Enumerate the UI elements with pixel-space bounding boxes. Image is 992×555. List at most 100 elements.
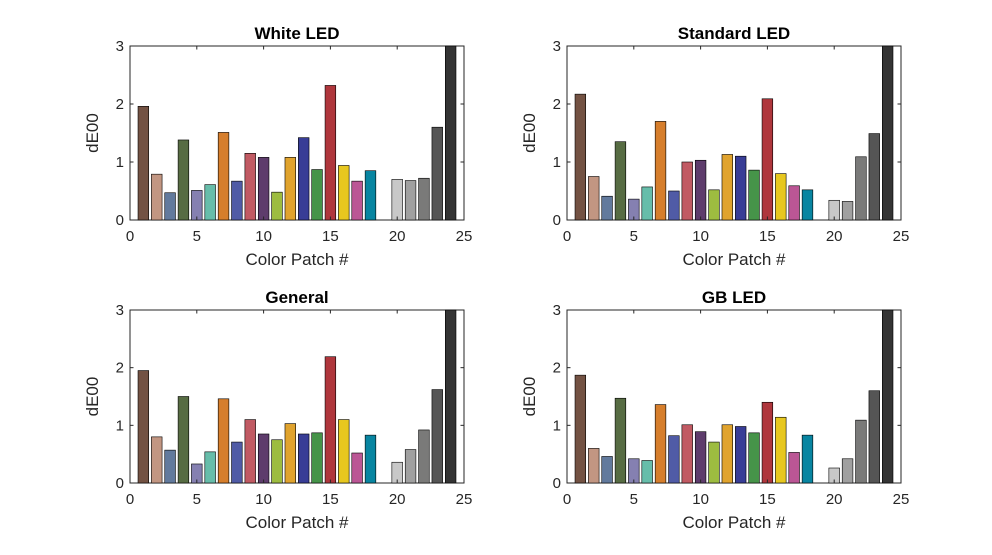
bar-patch-12 bbox=[721, 154, 733, 221]
bar-patch-2 bbox=[588, 176, 600, 221]
x-axis-label: Color Patch # bbox=[683, 513, 787, 532]
x-tick-label: 10 bbox=[255, 491, 272, 508]
bar-patch-4 bbox=[177, 396, 190, 484]
bar-patch-15 bbox=[324, 356, 337, 484]
bar-patch-13 bbox=[298, 433, 310, 484]
chart-panel-3: 0 5 10 15 20 25 0 1 2 3 General Color Patch # dE00 bbox=[83, 288, 472, 532]
y-tick-label: 1 bbox=[116, 154, 124, 171]
x-axis-label: Color Patch # bbox=[246, 250, 350, 269]
bar-patch-15 bbox=[324, 85, 337, 221]
bar-patch-10 bbox=[257, 157, 270, 221]
bar-patch-6 bbox=[204, 184, 216, 221]
x-tick-label: 5 bbox=[630, 491, 638, 508]
bar-patch-18 bbox=[801, 434, 814, 484]
bar-patch-7 bbox=[654, 121, 667, 221]
bar-patch-20 bbox=[391, 179, 403, 221]
bar-patch-8 bbox=[668, 190, 680, 221]
bar-patch-4 bbox=[614, 397, 627, 484]
bar-patch-15 bbox=[761, 401, 774, 484]
bar-patch-22 bbox=[418, 429, 430, 484]
y-tick-label: 1 bbox=[553, 154, 561, 171]
bar-patch-17 bbox=[351, 180, 363, 221]
bar-patch-6 bbox=[204, 451, 216, 484]
bar-patch-21 bbox=[841, 201, 854, 221]
bar-patch-21 bbox=[404, 449, 417, 484]
bar-patch-24 bbox=[444, 309, 457, 484]
bar-patch-23 bbox=[868, 390, 880, 484]
bar-patch-2 bbox=[151, 173, 163, 221]
x-tick-label: 0 bbox=[126, 491, 134, 508]
x-tick-label: 15 bbox=[322, 491, 339, 508]
bar-patch-3 bbox=[164, 449, 176, 484]
y-tick-label: 3 bbox=[116, 38, 124, 55]
bar-patch-15 bbox=[761, 98, 774, 221]
bar-patch-8 bbox=[231, 441, 243, 484]
bar-patch-4 bbox=[614, 141, 627, 221]
bar-patch-11 bbox=[271, 191, 283, 221]
x-tick-label: 10 bbox=[692, 228, 709, 245]
y-tick-label: 2 bbox=[553, 360, 561, 377]
y-tick-label: 0 bbox=[553, 212, 561, 229]
bar-patch-16 bbox=[775, 173, 787, 221]
x-tick-label: 0 bbox=[126, 228, 134, 245]
bar-patch-10 bbox=[257, 433, 270, 484]
y-tick-label: 2 bbox=[116, 96, 124, 113]
bar-patch-12 bbox=[284, 157, 296, 221]
bar-patch-4 bbox=[177, 139, 190, 221]
y-tick-label: 3 bbox=[553, 38, 561, 55]
bar-patch-1 bbox=[574, 93, 587, 221]
chart-title: GB LED bbox=[702, 288, 766, 307]
y-tick-label: 0 bbox=[116, 212, 124, 229]
bar-patch-10 bbox=[694, 431, 707, 484]
x-tick-label: 10 bbox=[692, 491, 709, 508]
bar-patch-17 bbox=[788, 185, 800, 221]
chart-title: Standard LED bbox=[678, 24, 790, 43]
bar-patch-7 bbox=[217, 132, 230, 221]
x-tick-label: 5 bbox=[193, 491, 201, 508]
bar-patch-16 bbox=[338, 165, 350, 221]
bar-patch-2 bbox=[151, 436, 163, 484]
x-tick-label: 5 bbox=[193, 228, 201, 245]
chart-panel-2: 0 5 10 15 20 25 0 1 2 3 Standard LED Color Patch # d… bbox=[520, 24, 909, 269]
bar-patch-17 bbox=[788, 452, 800, 484]
x-tick-label: 25 bbox=[456, 228, 473, 245]
bar-patch-16 bbox=[775, 416, 787, 484]
bar-patch-7 bbox=[654, 404, 667, 484]
bar-patch-9 bbox=[681, 161, 693, 221]
x-tick-label: 25 bbox=[893, 228, 910, 245]
y-tick-label: 0 bbox=[116, 475, 124, 492]
bar-patch-11 bbox=[708, 189, 720, 221]
bar-patch-1 bbox=[574, 374, 587, 484]
bar-patch-24 bbox=[444, 45, 457, 221]
x-tick-label: 25 bbox=[893, 491, 910, 508]
bar-patch-3 bbox=[601, 456, 613, 484]
x-tick-label: 15 bbox=[759, 228, 776, 245]
x-tick-label: 0 bbox=[563, 491, 571, 508]
bar-patch-14 bbox=[311, 169, 323, 221]
bar-patch-14 bbox=[748, 169, 760, 221]
bar-patch-16 bbox=[338, 419, 350, 484]
bar-patch-14 bbox=[311, 432, 323, 484]
bar-patch-5 bbox=[628, 458, 640, 484]
x-axis-label: Color Patch # bbox=[246, 513, 350, 532]
bar-patch-24 bbox=[881, 309, 894, 484]
bar-patch-22 bbox=[418, 177, 430, 221]
bar-patch-21 bbox=[841, 458, 854, 484]
y-tick-label: 3 bbox=[116, 302, 124, 319]
bar-patch-14 bbox=[748, 432, 760, 484]
bar-patch-7 bbox=[217, 398, 230, 484]
bar-patch-1 bbox=[137, 106, 150, 221]
bar-patch-13 bbox=[735, 155, 747, 221]
y-tick-label: 2 bbox=[116, 360, 124, 377]
x-tick-label: 10 bbox=[255, 228, 272, 245]
x-tick-label: 20 bbox=[389, 228, 406, 245]
y-axis-label: dE00 bbox=[520, 377, 539, 417]
x-tick-label: 5 bbox=[630, 228, 638, 245]
y-tick-label: 1 bbox=[553, 417, 561, 434]
y-axis-label: dE00 bbox=[83, 113, 102, 153]
chart-title: White LED bbox=[255, 24, 340, 43]
y-tick-label: 1 bbox=[116, 417, 124, 434]
y-tick-label: 0 bbox=[553, 475, 561, 492]
bar-patch-1 bbox=[137, 370, 150, 484]
bar-patch-9 bbox=[244, 419, 256, 484]
